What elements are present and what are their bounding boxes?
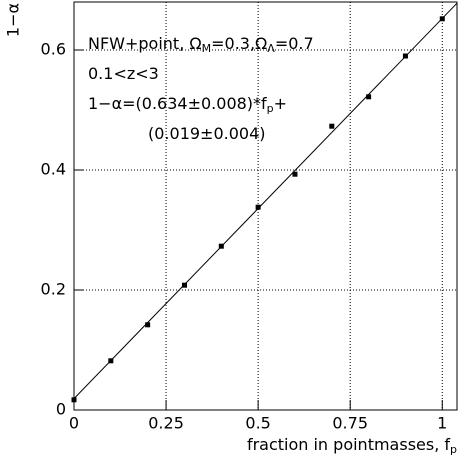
- plot-frame: [73, 1, 458, 411]
- y-tick-label: 0.4: [41, 160, 66, 179]
- data-point: [145, 322, 151, 328]
- subscript: M: [202, 42, 212, 55]
- data-point: [218, 243, 224, 249]
- x-tick-label: 0.5: [245, 414, 270, 433]
- annotation: NFW+point, ΩM=0.3,ΩΛ=0.7: [88, 34, 314, 56]
- data-point: [329, 123, 335, 129]
- data-point: [292, 171, 298, 177]
- data-point: [439, 16, 445, 22]
- text-part: =0.7: [275, 34, 314, 53]
- x-tick-label: 0: [69, 414, 79, 433]
- y-axis-label: 1−α: [4, 3, 23, 37]
- annotation: (0.019±0.004): [148, 124, 266, 143]
- x-axis-label: fraction in pointmasses, fp: [247, 435, 457, 457]
- text-part: =0.3,Ω: [211, 34, 267, 53]
- x-tick-label: 0.25: [148, 414, 184, 433]
- data-point: [402, 53, 408, 59]
- data-point: [181, 282, 187, 288]
- data-point: [108, 358, 114, 364]
- text-part: NFW+point, Ω: [88, 34, 202, 53]
- data-point: [255, 204, 261, 210]
- data-point: [71, 397, 77, 403]
- text-part: (0.019±0.004): [148, 124, 266, 143]
- subscript: p: [267, 102, 274, 115]
- text-part: 1−α=(0.634±0.008)*f: [88, 94, 267, 113]
- text-part: 0.1<z<3: [88, 64, 159, 83]
- y-tick-label: 0: [56, 400, 66, 419]
- y-tick-label: 0.6: [41, 40, 66, 59]
- subscript: p: [450, 443, 457, 456]
- fit-line: [73, 2, 458, 399]
- annotation: 0.1<z<3: [88, 64, 159, 83]
- x-tick-label: 0.75: [332, 414, 368, 433]
- x-tick-label: 1: [437, 414, 447, 433]
- text-part: fraction in pointmasses, f: [247, 435, 450, 454]
- data-point: [366, 94, 372, 100]
- subscript: Λ: [267, 42, 275, 55]
- text-part: +: [274, 94, 287, 113]
- annotation: 1−α=(0.634±0.008)*fp+: [88, 94, 287, 116]
- y-tick-label: 0.2: [41, 280, 66, 299]
